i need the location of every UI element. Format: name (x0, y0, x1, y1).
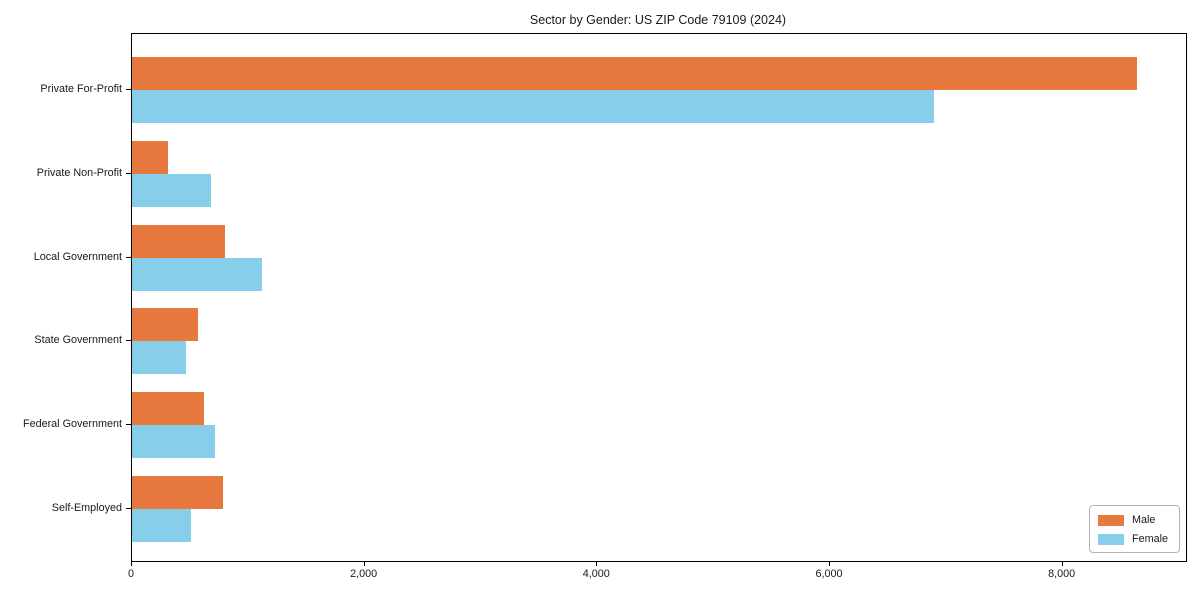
y-axis-tick (126, 256, 131, 258)
bar-male-6 (132, 476, 223, 509)
legend-item-female: Female (1098, 531, 1171, 547)
y-axis-tick (126, 508, 131, 509)
y-axis-label: Private For-Profit (40, 83, 122, 95)
bar-female-2 (132, 173, 212, 207)
y-axis-label: Federal Government (22, 418, 122, 431)
x-axis-tick-label: 0 (127, 568, 134, 580)
y-axis-label: Private Non-Profit (36, 166, 122, 179)
legend: Male Female (1089, 505, 1180, 553)
x-axis-tick (1061, 561, 1063, 566)
legend-label: Female (1132, 533, 1169, 545)
x-axis-tick-label: 2,000 (350, 568, 378, 580)
bar-female-6 (132, 509, 192, 542)
y-axis-tick (126, 89, 131, 90)
bar-female-1 (132, 90, 934, 123)
bar-male-4 (132, 308, 199, 342)
bar-female-5 (132, 425, 215, 459)
x-axis-tick (363, 561, 365, 566)
chart-title: Sector by Gender: US ZIP Code 79109 (202… (529, 13, 787, 27)
bar-male-2 (132, 140, 169, 174)
y-axis-tick (126, 340, 131, 342)
y-axis-tick (126, 172, 131, 174)
y-axis-tick (126, 424, 131, 426)
x-axis-tick (596, 561, 598, 566)
x-axis-tick-label: 4,000 (582, 568, 610, 580)
bar-male-1 (132, 57, 1138, 90)
plot-area (131, 33, 1187, 562)
bar-male-5 (132, 392, 205, 426)
bar-female-4 (132, 341, 186, 375)
y-axis-label: State Government (34, 334, 122, 347)
legend-label: Male (1132, 514, 1156, 526)
legend-item-male: Male (1098, 512, 1171, 528)
legend-swatch-female (1098, 533, 1124, 545)
x-axis-tick (829, 561, 830, 566)
y-axis-label: Local Government (33, 250, 122, 263)
bar-female-3 (132, 257, 263, 291)
y-axis-label: Self-Employed (51, 502, 122, 514)
x-axis-tick-label: 6,000 (815, 568, 843, 580)
legend-swatch-male (1098, 514, 1124, 526)
bar-male-3 (132, 224, 226, 258)
x-axis-tick (131, 561, 132, 566)
x-axis-tick-label: 8,000 (1048, 568, 1076, 580)
